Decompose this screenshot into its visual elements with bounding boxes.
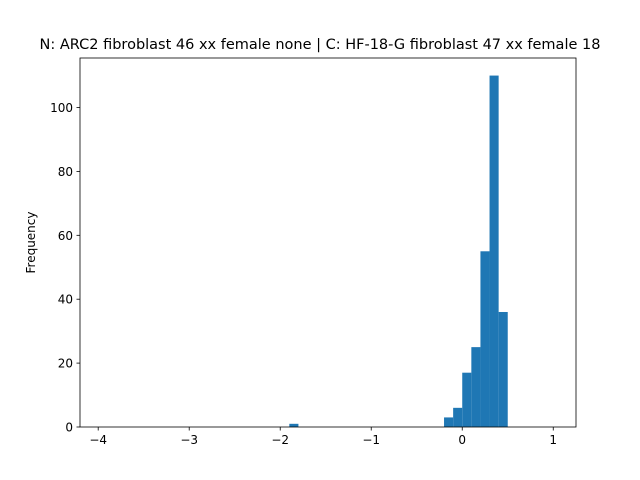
histogram-bar-1 (444, 417, 454, 427)
x-tick-label: −1 (362, 433, 380, 447)
histogram-bar-6 (489, 75, 499, 427)
histogram-bar-4 (471, 347, 481, 427)
x-tick-label: −4 (89, 433, 107, 447)
y-tick-label: 80 (58, 165, 73, 179)
x-axis: −4 −3 −2 −1 0 1 (89, 427, 557, 447)
y-axis: 0 20 40 60 80 100 (50, 101, 80, 435)
y-tick-label: 40 (58, 293, 73, 307)
y-tick-label: 20 (58, 357, 73, 371)
x-tick-label: −2 (271, 433, 289, 447)
x-tick-label: 0 (458, 433, 466, 447)
histogram-bar-5 (480, 251, 490, 427)
x-tick-label: 1 (549, 433, 557, 447)
plot-frame (79, 57, 577, 428)
histogram-bar-7 (498, 311, 508, 427)
histogram-bar-0 (289, 423, 299, 427)
y-tick-label: 0 (65, 421, 73, 435)
x-tick-label: −3 (180, 433, 198, 447)
chart-title: N: ARC2 fibroblast 46 xx female none | C… (40, 37, 601, 53)
y-tick-label: 100 (50, 101, 73, 115)
histogram-bars (289, 75, 508, 427)
histogram-bar-3 (462, 372, 472, 427)
y-tick-label: 60 (58, 229, 73, 243)
histogram-bar-2 (453, 407, 463, 427)
y-axis-label: Frequency (24, 212, 38, 274)
